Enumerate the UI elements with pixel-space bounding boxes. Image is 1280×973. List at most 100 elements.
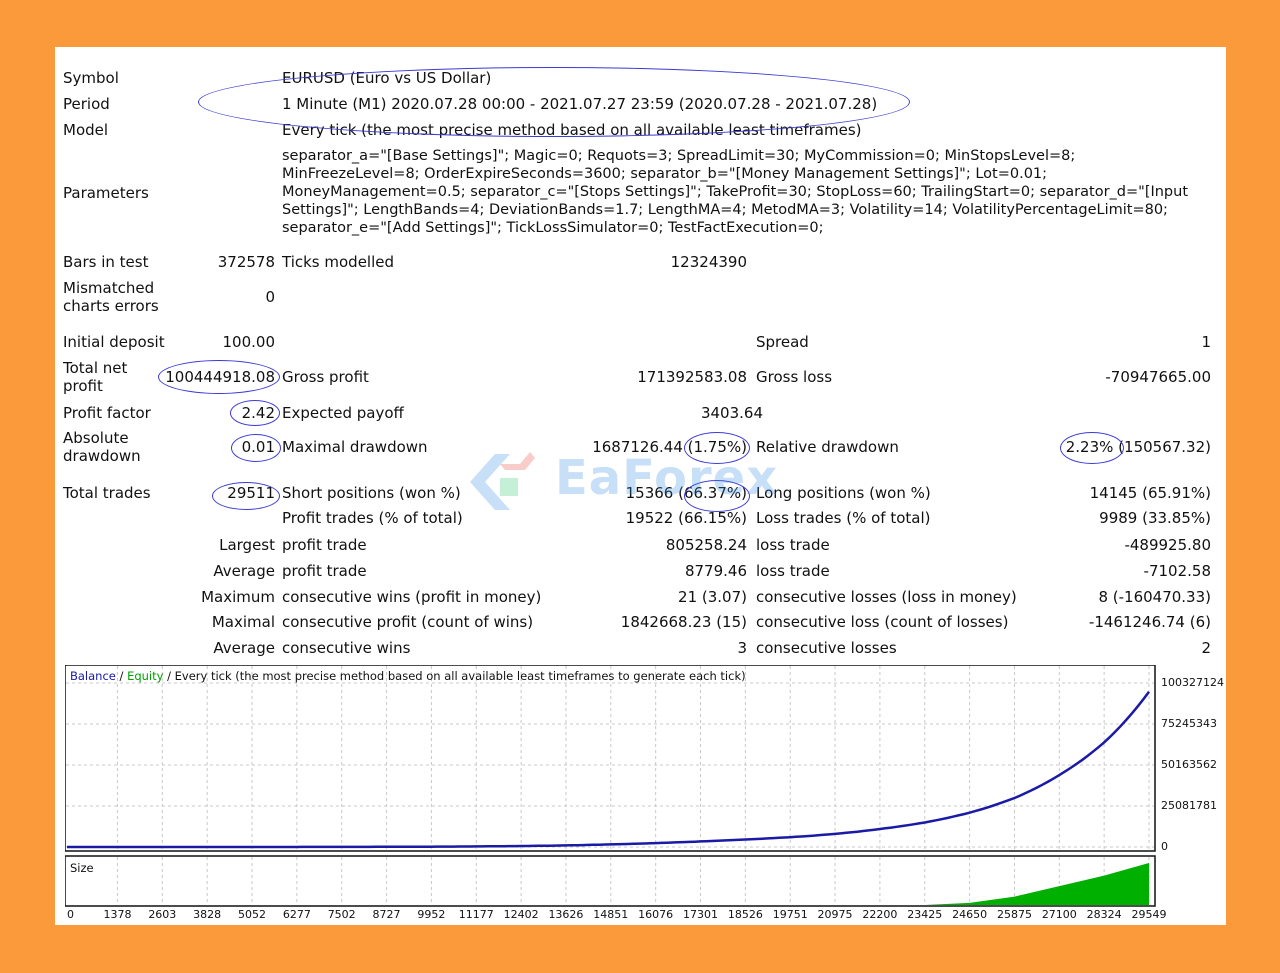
average-consecutive-losses-value: 2 — [1201, 639, 1211, 657]
watermark: EaForex — [460, 442, 820, 522]
mismatched-label: Mismatched — [63, 279, 155, 297]
ticks-value: 12324390 — [670, 253, 747, 271]
gross-profit-label: Gross profit — [282, 368, 369, 386]
x-tick-label: 27100 — [1041, 908, 1077, 921]
x-tick-label: 28324 — [1086, 908, 1122, 921]
average-loss-label: loss trade — [756, 562, 830, 580]
initial-deposit-label: Initial deposit — [63, 333, 165, 351]
spread-label: Spread — [756, 333, 809, 351]
absolute-drawdown-value: 0.01 — [241, 438, 275, 456]
maximal-drawdown-value: 1687126.44 (1.75%) — [592, 438, 747, 456]
maximum-label: Maximum — [201, 588, 275, 606]
x-tick-label: 8727 — [372, 908, 401, 921]
absolute-drawdown-label: Absolute — [63, 429, 129, 447]
size-area — [67, 863, 1149, 905]
mismatched-value: 0 — [265, 288, 275, 306]
balance-chart-svg — [65, 665, 1156, 907]
x-tick-label: 7502 — [327, 908, 356, 921]
parameters-label: Parameters — [63, 184, 149, 202]
x-tick-label: 20975 — [817, 908, 853, 921]
y-tick-label: 100327124 — [1161, 676, 1224, 689]
model-value: Every tick (the most precise method base… — [282, 121, 862, 139]
y-tick-label: 75245343 — [1161, 717, 1217, 730]
absolute-drawdown-label-2: drawdown — [63, 447, 141, 465]
x-tick-label: 23425 — [907, 908, 943, 921]
x-tick-label: 17301 — [683, 908, 718, 921]
average-consecutive-label: Average — [213, 639, 275, 657]
bars-value: 372578 — [217, 253, 275, 271]
x-tick-label: 29549 — [1131, 908, 1167, 921]
x-tick-label: 12402 — [503, 908, 539, 921]
average-profit-value: 8779.46 — [684, 562, 747, 580]
relative-drawdown-value: 2.23% (150567.32) — [1065, 438, 1211, 456]
x-tick-label: 2603 — [148, 908, 177, 921]
symbol-value: EURUSD (Euro vs US Dollar) — [282, 69, 492, 87]
loss-trades-label: Loss trades (% of total) — [756, 509, 931, 527]
legend-equity: Equity — [127, 669, 164, 683]
model-label: Model — [63, 121, 109, 139]
long-positions-value: 14145 (65.91%) — [1089, 484, 1211, 502]
symbol-label: Symbol — [63, 69, 119, 87]
short-positions-value: 15366 (66.37%) — [625, 484, 747, 502]
x-tick-label: 24650 — [952, 908, 988, 921]
x-tick-label: 18526 — [727, 908, 763, 921]
x-tick-label: 1378 — [103, 908, 132, 921]
largest-profit-label: profit trade — [282, 536, 367, 554]
max-consecutive-wins-label: consecutive wins (profit in money) — [282, 588, 542, 606]
balance-line — [67, 690, 1151, 849]
x-tick-label: 9952 — [417, 908, 446, 921]
average-consecutive-wins-label: consecutive wins — [282, 639, 411, 657]
x-tick-label: 0 — [67, 908, 74, 921]
legend-model: / Every tick (the most precise method ba… — [163, 669, 746, 683]
x-tick-label: 19751 — [772, 908, 808, 921]
y-tick-label: 50163562 — [1161, 758, 1217, 771]
legend-balance: Balance — [70, 669, 116, 683]
maximal-drawdown-label: Maximal drawdown — [282, 438, 428, 456]
max-consecutive-wins-value: 21 (3.07) — [678, 588, 747, 606]
balance-chart: Balance / Equity / Every tick (the most … — [65, 665, 1224, 925]
x-tick-label: 22200 — [862, 908, 898, 921]
x-tick-label: 3828 — [193, 908, 222, 921]
profit-factor-label: Profit factor — [63, 404, 151, 422]
maximal-consecutive-profit-value: 1842668.23 (15) — [620, 613, 747, 631]
x-tick-label: 5052 — [237, 908, 266, 921]
long-positions-label: Long positions (won %) — [756, 484, 931, 502]
y-tick-label: 0 — [1161, 840, 1168, 853]
chart-legend: Balance / Equity / Every tick (the most … — [70, 669, 746, 683]
x-tick-label: 25875 — [996, 908, 1032, 921]
bars-label: Bars in test — [63, 253, 149, 271]
loss-trades-value: 9989 (33.85%) — [1099, 509, 1211, 527]
x-tick-label: 14851 — [593, 908, 629, 921]
average-loss-value: -7102.58 — [1143, 562, 1211, 580]
period-value: 1 Minute (M1) 2020.07.28 00:00 - 2021.07… — [282, 95, 878, 113]
size-label: Size — [70, 861, 94, 875]
average-consecutive-wins-value: 3 — [737, 639, 747, 657]
maximal-consecutive-loss-value: -1461246.74 (6) — [1088, 613, 1211, 631]
largest-loss-label: loss trade — [756, 536, 830, 554]
gross-loss-label: Gross loss — [756, 368, 833, 386]
x-tick-label: 16076 — [638, 908, 674, 921]
max-consecutive-losses-label: consecutive losses (loss in money) — [756, 588, 1017, 606]
watermark-text: EaForex — [555, 450, 779, 506]
brand-logo-icon — [470, 452, 535, 510]
average-label: Average — [213, 562, 275, 580]
x-tick-label: 13626 — [548, 908, 584, 921]
chart-series — [67, 690, 1151, 905]
x-tick-label: 11177 — [458, 908, 494, 921]
ticks-label: Ticks modelled — [282, 253, 395, 271]
spread-value: 1 — [1201, 333, 1211, 351]
largest-loss-value: -489925.80 — [1124, 536, 1211, 554]
main-plot-frame — [65, 665, 1156, 852]
gross-loss-value: -70947665.00 — [1105, 368, 1211, 386]
total-net-profit-value: 100444918.08 — [165, 368, 275, 386]
strategy-tester-report: Symbol EURUSD (Euro vs US Dollar) Period… — [55, 47, 1226, 925]
largest-profit-value: 805258.24 — [665, 536, 747, 554]
total-net-profit-label-2: profit — [63, 377, 103, 395]
total-net-profit-label: Total net — [63, 359, 128, 377]
legend-separator: / — [115, 669, 128, 683]
relative-drawdown-label: Relative drawdown — [756, 438, 899, 456]
period-label: Period — [63, 95, 110, 113]
maximal-consecutive-loss-label: consecutive loss (count of losses) — [756, 613, 1009, 631]
profit-factor-value: 2.42 — [241, 404, 275, 422]
profit-trades-value: 19522 (66.15%) — [625, 509, 747, 527]
